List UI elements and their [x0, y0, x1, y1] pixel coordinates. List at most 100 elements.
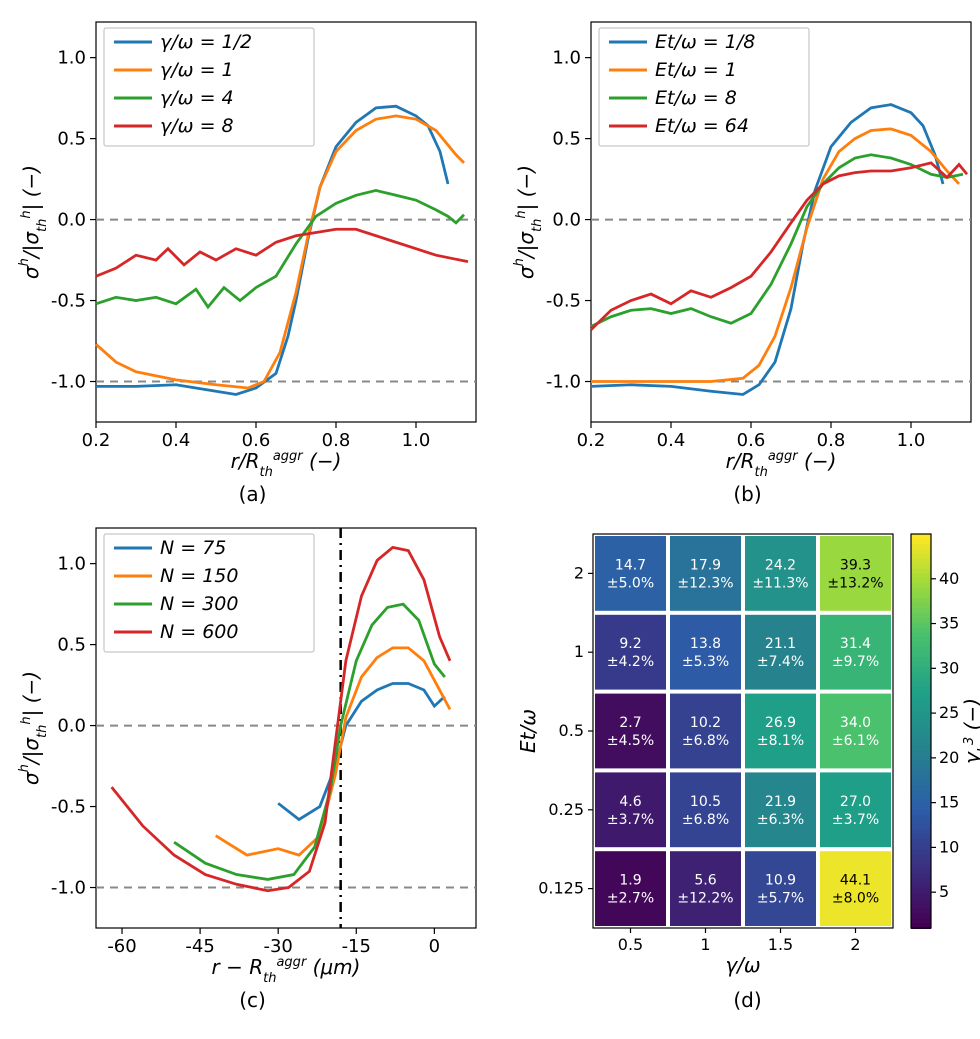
- svg-text:17.9: 17.9: [689, 557, 720, 573]
- svg-text:1.5: 1.5: [767, 935, 792, 954]
- svg-text:1.0: 1.0: [896, 430, 925, 451]
- svg-text:±8.1%: ±8.1%: [756, 733, 803, 749]
- svg-text:1.0: 1.0: [57, 554, 86, 575]
- svg-text:2: 2: [850, 935, 860, 954]
- svg-text:r − Rthaggr (μm): r − Rthaggr (μm): [211, 955, 360, 986]
- svg-text:0.2: 0.2: [576, 430, 605, 451]
- svg-text:±12.2%: ±12.2%: [677, 891, 733, 907]
- svg-text:13.8: 13.8: [689, 636, 720, 652]
- svg-text:30: 30: [939, 658, 959, 677]
- svg-text:1.0: 1.0: [552, 48, 581, 69]
- svg-text:5: 5: [939, 882, 949, 901]
- svg-text:±4.5%: ±4.5%: [606, 733, 653, 749]
- svg-text:±6.1%: ±6.1%: [831, 733, 878, 749]
- panel-label-a: (a): [239, 482, 267, 506]
- svg-text:N = 150: N = 150: [160, 565, 238, 587]
- svg-text:Et/ω = 64: Et/ω = 64: [655, 115, 749, 137]
- svg-text:Et/ω: Et/ω: [516, 709, 540, 753]
- panel-b: 0.20.40.60.81.0-1.0-0.50.00.51.0r/Rthagg…: [505, 10, 980, 506]
- svg-text:15: 15: [939, 793, 959, 812]
- svg-text:0.25: 0.25: [548, 800, 584, 819]
- svg-text:-60: -60: [107, 936, 136, 957]
- svg-text:±12.3%: ±12.3%: [677, 575, 733, 591]
- svg-text:0.6: 0.6: [241, 430, 270, 451]
- svg-text:Et/ω = 1: Et/ω = 1: [655, 59, 737, 81]
- svg-text:25: 25: [939, 703, 959, 722]
- svg-text:±5.3%: ±5.3%: [681, 654, 728, 670]
- svg-text:0.4: 0.4: [161, 430, 190, 451]
- svg-text:2: 2: [573, 563, 583, 582]
- svg-text:10.5: 10.5: [689, 794, 720, 810]
- svg-text:-1.0: -1.0: [50, 878, 85, 899]
- svg-text:0.8: 0.8: [816, 430, 845, 451]
- svg-text:0.2: 0.2: [81, 430, 110, 451]
- svg-text:±13.2%: ±13.2%: [827, 575, 883, 591]
- svg-text:2.7: 2.7: [619, 715, 641, 731]
- svg-text:0.5: 0.5: [57, 635, 86, 656]
- svg-text:±5.0%: ±5.0%: [606, 575, 653, 591]
- svg-text:σh/|σthh| (−): σh/|σthh| (−): [18, 671, 50, 785]
- svg-text:±6.3%: ±6.3%: [756, 812, 803, 828]
- svg-text:5.6: 5.6: [694, 873, 716, 889]
- svg-text:20: 20: [939, 748, 959, 767]
- svg-text:14.7: 14.7: [614, 557, 645, 573]
- panel-c: -60-45-30-150-1.0-0.50.00.51.0r − Rthagg…: [10, 516, 495, 1012]
- svg-text:γ/ω = 8: γ/ω = 8: [160, 115, 234, 137]
- svg-text:1.0: 1.0: [401, 430, 430, 451]
- svg-text:0.125: 0.125: [538, 879, 584, 898]
- chart-b: 0.20.40.60.81.0-1.0-0.50.00.51.0r/Rthagg…: [513, 10, 980, 480]
- svg-text:γL3 (−): γL3 (−): [960, 698, 980, 764]
- svg-text:-1.0: -1.0: [545, 372, 580, 393]
- svg-text:0.5: 0.5: [57, 129, 86, 150]
- svg-text:±4.2%: ±4.2%: [606, 654, 653, 670]
- svg-text:4.6: 4.6: [619, 794, 641, 810]
- svg-text:1.9: 1.9: [619, 873, 641, 889]
- svg-text:γ/ω = 4: γ/ω = 4: [160, 87, 234, 109]
- svg-text:1: 1: [573, 642, 583, 661]
- svg-text:r/Rthaggr (−): r/Rthaggr (−): [230, 449, 341, 480]
- svg-text:39.3: 39.3: [839, 557, 870, 573]
- svg-text:±5.7%: ±5.7%: [756, 891, 803, 907]
- svg-text:44.1: 44.1: [839, 873, 870, 889]
- panel-label-d: (d): [733, 988, 761, 1012]
- svg-text:0.5: 0.5: [552, 129, 581, 150]
- panel-label-c: (c): [239, 988, 266, 1012]
- svg-text:γ/ω: γ/ω: [725, 953, 760, 977]
- panel-d: 14.7±5.0%17.9±12.3%24.2±11.3%39.3±13.2%9…: [505, 516, 980, 1012]
- svg-text:0.8: 0.8: [321, 430, 350, 451]
- svg-text:9.2: 9.2: [619, 636, 641, 652]
- svg-text:±9.7%: ±9.7%: [831, 654, 878, 670]
- chart-a: 0.20.40.60.81.0-1.0-0.50.00.51.0r/Rthagg…: [18, 10, 488, 480]
- heatmap-d: 14.7±5.0%17.9±12.3%24.2±11.3%39.3±13.2%9…: [513, 516, 980, 986]
- svg-text:-0.5: -0.5: [50, 797, 85, 818]
- svg-text:10.2: 10.2: [689, 715, 720, 731]
- svg-text:35: 35: [939, 614, 959, 633]
- svg-text:0.0: 0.0: [57, 716, 86, 737]
- svg-text:21.1: 21.1: [764, 636, 795, 652]
- svg-text:0.5: 0.5: [558, 721, 583, 740]
- svg-text:1.0: 1.0: [57, 48, 86, 69]
- svg-text:Et/ω = 8: Et/ω = 8: [655, 87, 737, 109]
- svg-text:0.0: 0.0: [552, 210, 581, 231]
- svg-text:-30: -30: [263, 936, 292, 957]
- svg-text:N = 600: N = 600: [160, 621, 238, 643]
- svg-text:10.9: 10.9: [764, 873, 795, 889]
- svg-text:21.9: 21.9: [764, 794, 795, 810]
- svg-text:31.4: 31.4: [839, 636, 870, 652]
- svg-text:±3.7%: ±3.7%: [831, 812, 878, 828]
- svg-text:0: 0: [428, 936, 439, 957]
- svg-text:r/Rthaggr (−): r/Rthaggr (−): [725, 449, 836, 480]
- panel-label-b: (b): [733, 482, 761, 506]
- svg-text:±6.8%: ±6.8%: [681, 733, 728, 749]
- svg-text:1: 1: [700, 935, 710, 954]
- svg-text:40: 40: [939, 569, 959, 588]
- svg-text:±2.7%: ±2.7%: [606, 891, 653, 907]
- svg-text:N = 75: N = 75: [160, 537, 226, 559]
- svg-text:27.0: 27.0: [839, 794, 870, 810]
- svg-text:γ/ω = 1: γ/ω = 1: [160, 59, 234, 81]
- svg-text:-0.5: -0.5: [50, 291, 85, 312]
- panel-a: 0.20.40.60.81.0-1.0-0.50.00.51.0r/Rthagg…: [10, 10, 495, 506]
- svg-text:±3.7%: ±3.7%: [606, 812, 653, 828]
- svg-text:γ/ω = 1/2: γ/ω = 1/2: [160, 31, 252, 53]
- svg-text:0.4: 0.4: [656, 430, 685, 451]
